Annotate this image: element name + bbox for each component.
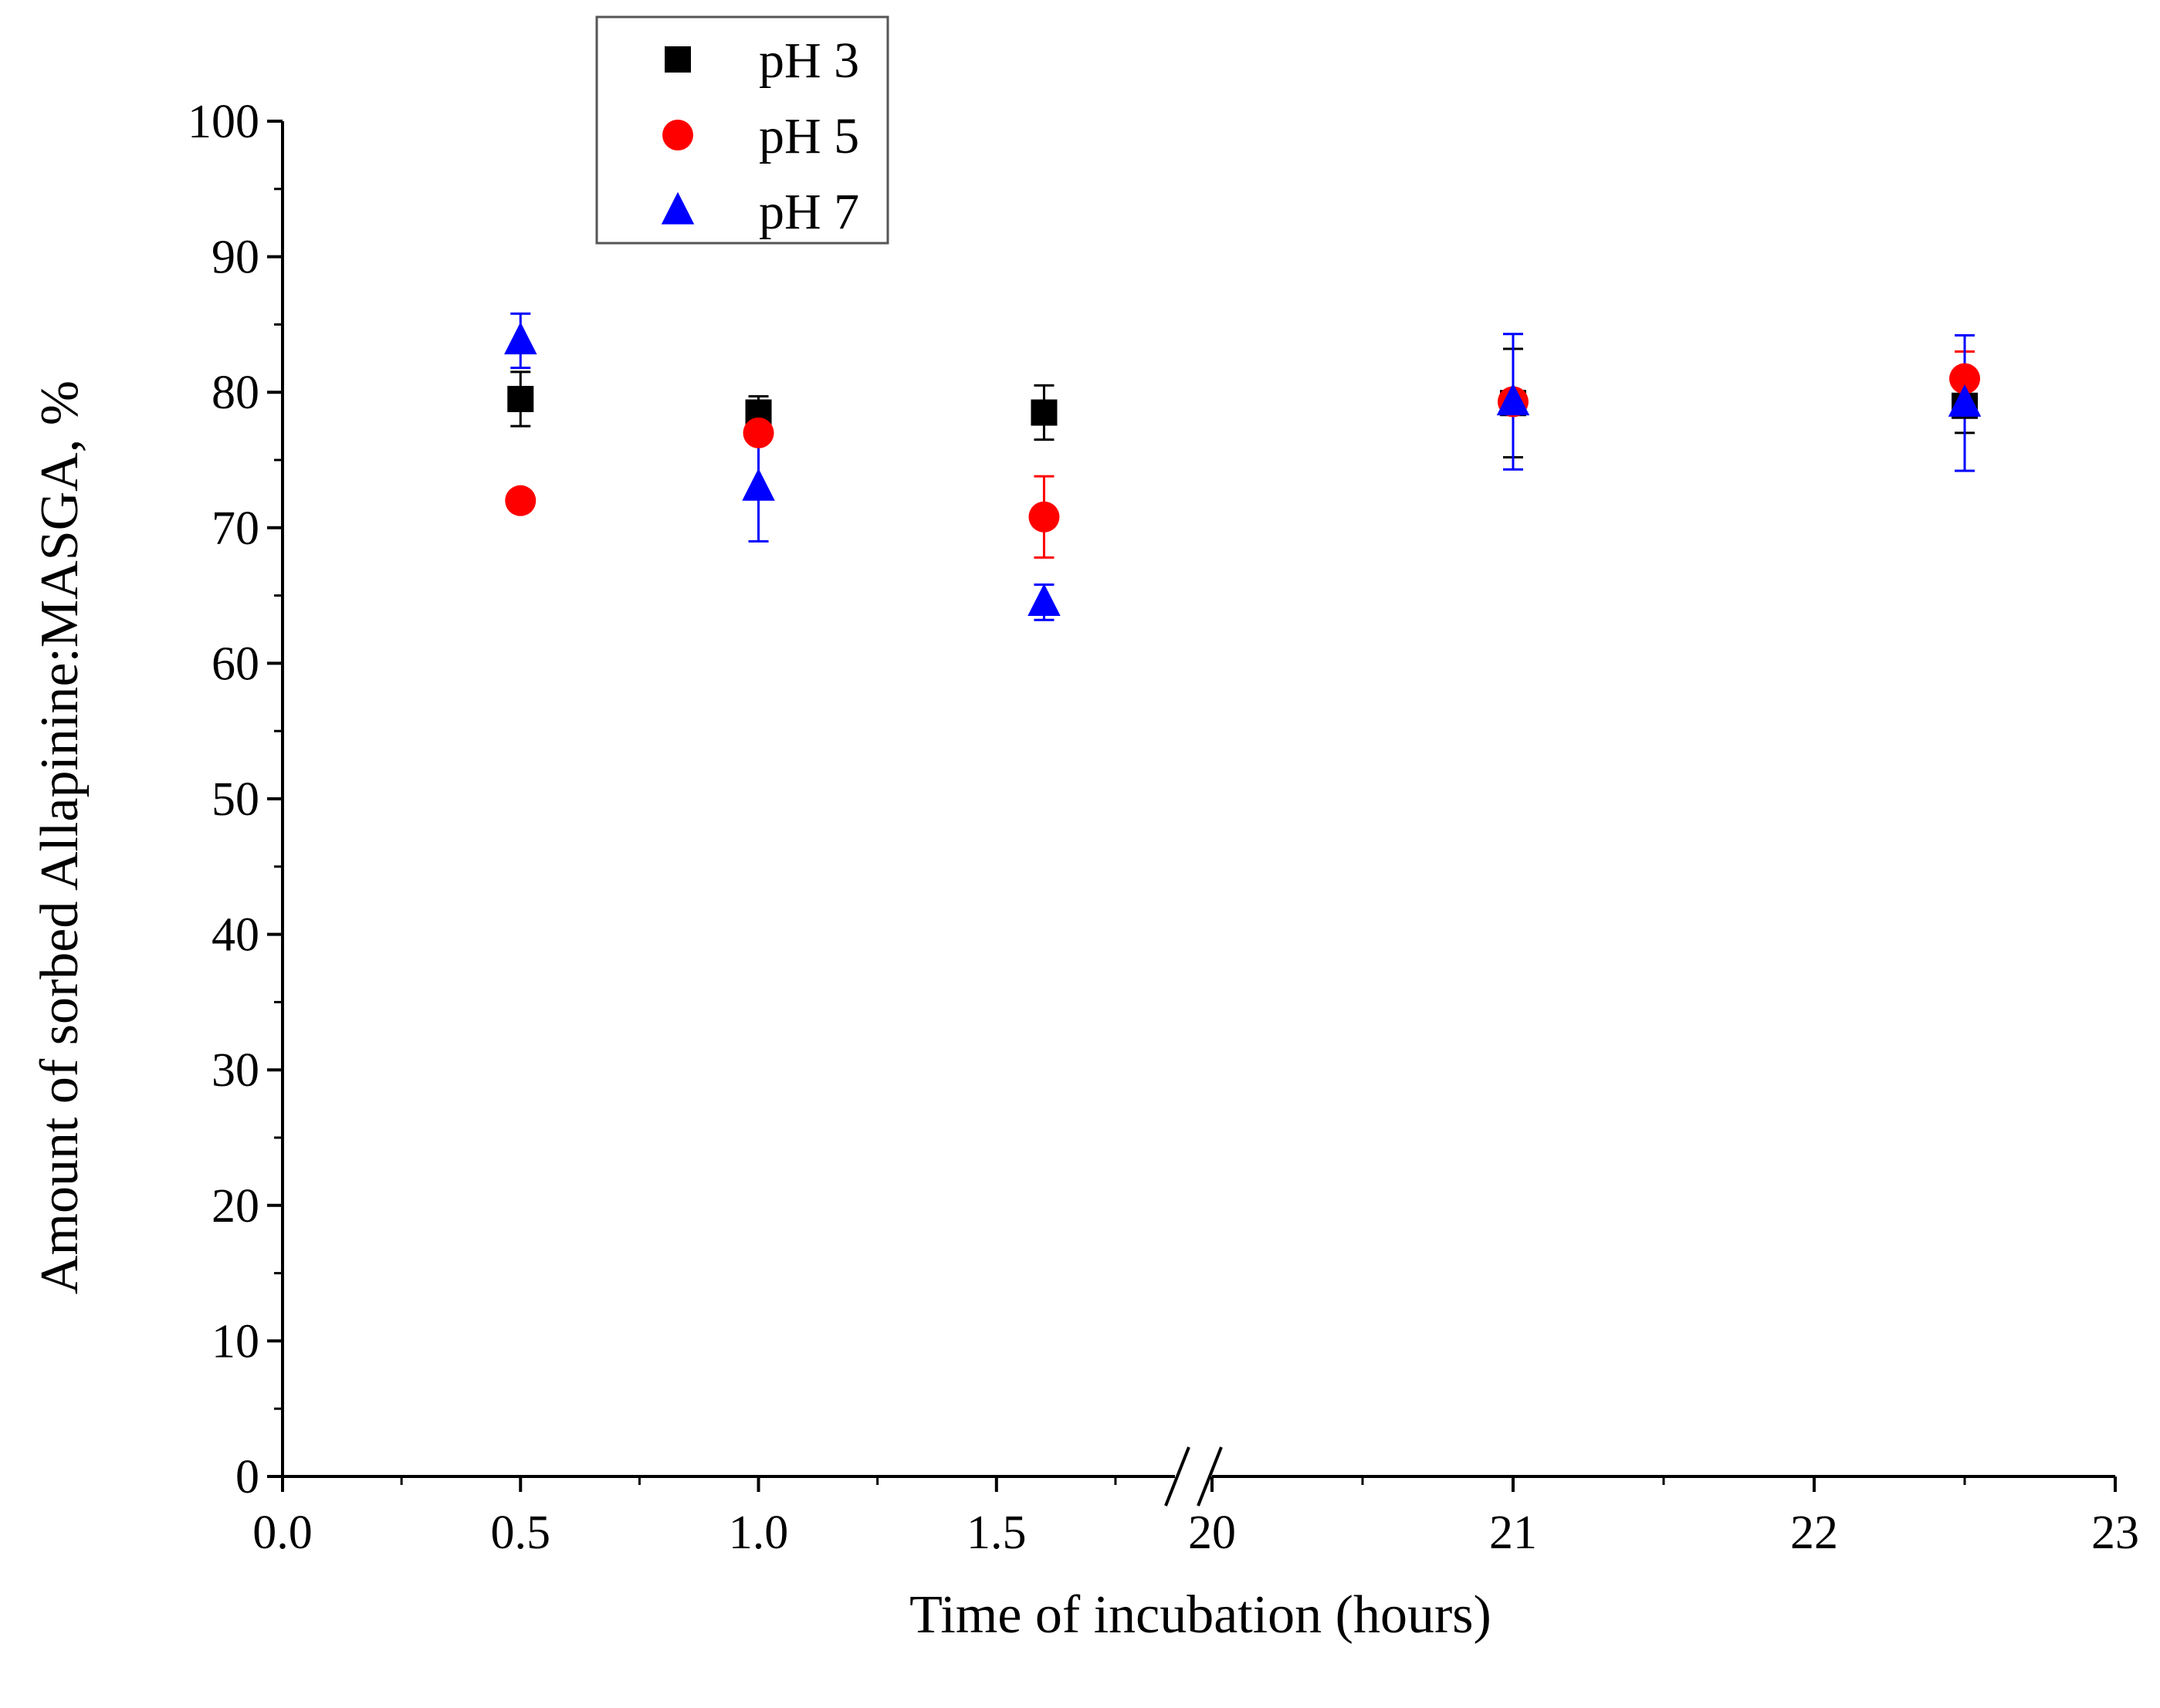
ph-3-point: [1031, 399, 1058, 426]
ph-5-point: [1028, 501, 1060, 533]
ph-5-point: [1949, 363, 1980, 394]
y-tick-label: 20: [212, 1180, 259, 1233]
ph-7-point: [1028, 583, 1061, 616]
axes: 0 10 20 30 40 50 60 70 80 90 100 0.0 0.5 1.0 1.5 20 21 22…: [188, 96, 2139, 1559]
legend-ph-7-label: pH 7: [759, 184, 859, 240]
y-tick-label: 80: [212, 367, 259, 419]
x-tick-label: 0.5: [491, 1507, 551, 1559]
data-marks: [504, 312, 1982, 621]
ph-7-point: [1496, 383, 1530, 416]
x-tick-label: 21: [1489, 1507, 1537, 1559]
x-tick-label: 0.0: [252, 1507, 313, 1559]
y-tick-label: 40: [212, 909, 259, 962]
x-tick-label: 22: [1790, 1507, 1838, 1559]
ph-3-point: [507, 385, 534, 412]
legend-ph-3-marker: [665, 46, 691, 73]
y-tick-label: 10: [212, 1315, 259, 1368]
x-tick-label: 1.0: [729, 1507, 789, 1559]
ph-5-point: [505, 485, 537, 516]
ph-7-point: [742, 468, 775, 501]
y-axis-title: Amount of sorbed Allapinine:MASGA, %: [30, 380, 90, 1294]
y-tick-label: 30: [212, 1044, 259, 1097]
legend-box: [595, 15, 889, 245]
ph-7-point: [1948, 384, 1982, 417]
x-tick-label: 1.5: [967, 1507, 1027, 1559]
y-tick-label: 0: [235, 1451, 259, 1503]
legend-ph-5-marker: [662, 120, 693, 151]
legend-ph-7-marker: [661, 191, 695, 225]
x-axis-title: Time of incubation (hours): [909, 1585, 1491, 1645]
axis-break-mark: [1197, 1446, 1223, 1507]
y-tick-label: 50: [212, 773, 259, 826]
y-tick-label: 90: [212, 232, 259, 284]
y-tick-label: 100: [188, 96, 259, 148]
axis-break-mark: [1164, 1446, 1190, 1507]
x-tick-label: 23: [2091, 1507, 2139, 1559]
legend: pH 3 pH 5 pH 7: [595, 15, 889, 245]
x-tick-label: 20: [1188, 1507, 1236, 1559]
ph-5-point: [743, 417, 774, 448]
legend-ph-3-label: pH 3: [759, 32, 859, 89]
legend-ph-5-label: pH 5: [759, 108, 859, 164]
y-tick-label: 70: [212, 502, 259, 555]
y-tick-label: 60: [212, 638, 259, 690]
ph-7-point: [504, 322, 537, 355]
